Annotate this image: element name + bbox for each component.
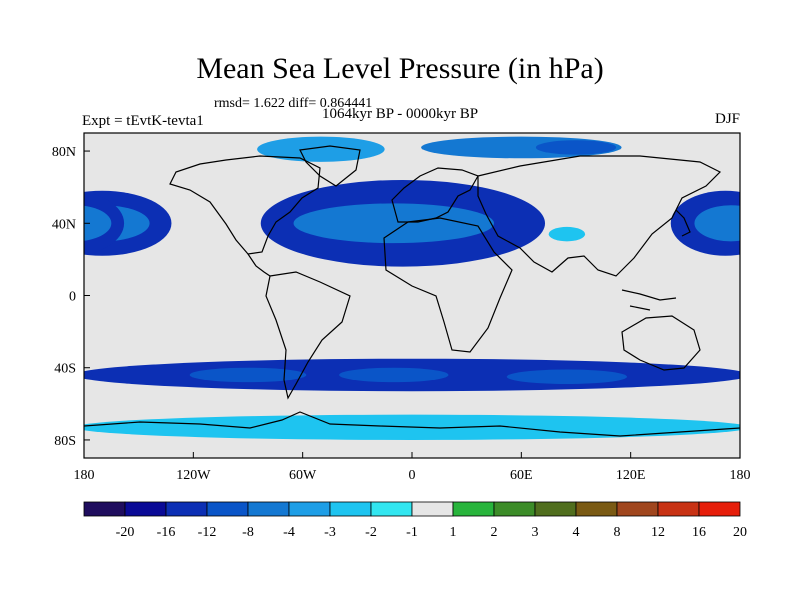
colorbar-swatch — [370, 501, 413, 517]
x-axis: 180 120W 60W 0 60E 120E 180 — [74, 452, 751, 483]
coastlines — [83, 145, 741, 437]
anomaly-tibet-low — [548, 226, 586, 242]
colorbar-swatch — [247, 501, 290, 517]
colorbar-label: -12 — [198, 525, 217, 540]
colorbar-swatch — [452, 501, 495, 517]
colorbar: -20 -16 -12 -8 -4 -3 -2 -1 1 2 3 4 8 12 16 20 — [83, 501, 747, 540]
anomaly-north-atlantic-europe-core — [293, 203, 494, 244]
x-tick-label: 120E — [616, 468, 646, 483]
x-tick-label: 180 — [730, 468, 751, 483]
colorbar-swatch — [206, 501, 249, 517]
y-axis: 80N 40N 0 40S 80S — [52, 145, 90, 449]
x-tick-label: 60W — [289, 468, 317, 483]
anomaly-south-atlantic-core — [339, 367, 449, 383]
colorbar-label: 12 — [651, 525, 665, 540]
colorbar-swatch — [616, 501, 659, 517]
colorbar-label: 4 — [573, 525, 580, 540]
x-tick-label: 60E — [510, 468, 533, 483]
colorbar-label: -20 — [116, 525, 135, 540]
coastline-japan — [675, 209, 691, 237]
anomaly-south-pacific-core — [189, 367, 307, 383]
colorbar-swatch — [411, 501, 454, 517]
coastline-antarctica — [83, 411, 741, 437]
colorbar-swatch — [575, 501, 618, 517]
season-label: DJF — [714, 111, 740, 127]
coastline-greenland — [299, 145, 361, 187]
colorbar-label: -4 — [283, 525, 295, 540]
colorbar-swatch — [534, 501, 577, 517]
rmsd-diff-label: rmsd= 1.622 diff= 0.864441 — [214, 96, 373, 111]
colorbar-swatch — [493, 501, 536, 517]
colorbar-label: -1 — [406, 525, 418, 540]
anomaly-arctic-low-west — [257, 136, 385, 162]
colorbar-label: -16 — [157, 525, 176, 540]
coastline-asia — [477, 155, 722, 277]
colorbar-label: -2 — [365, 525, 377, 540]
anomaly-west-pacific-core-wrap — [84, 205, 112, 241]
y-tick-label: 40N — [52, 217, 76, 232]
colorbar-label: 3 — [532, 525, 539, 540]
anomaly-siberia-low — [535, 140, 617, 155]
period-label: 1064kyr BP - 0000kyr BP — [322, 106, 479, 122]
anomaly-southern-ocean-low-wrap — [84, 424, 94, 431]
y-tick-label: 0 — [69, 290, 76, 305]
coastline-north-america — [169, 155, 321, 255]
colorbar-swatch — [698, 501, 741, 517]
colorbar-label: -8 — [242, 525, 254, 540]
colorbar-label: 8 — [614, 525, 621, 540]
colorbar-swatch — [657, 501, 700, 517]
colorbar-swatch — [165, 501, 208, 517]
colorbar-label: 20 — [733, 525, 747, 540]
coastline-australia — [621, 315, 701, 371]
y-tick-label: 80N — [52, 145, 76, 160]
y-tick-label: 80S — [54, 434, 76, 449]
coastline-central-america — [247, 253, 271, 277]
colorbar-swatch — [288, 501, 331, 517]
chart-title: Mean Sea Level Pressure (in hPa) — [196, 52, 604, 85]
x-tick-label: 0 — [409, 468, 416, 483]
colorbar-label: 1 — [450, 525, 457, 540]
colorbar-swatch — [124, 501, 167, 517]
y-tick-label: 40S — [54, 362, 76, 377]
x-tick-label: 180 — [74, 468, 95, 483]
coastline-maritime — [621, 289, 677, 311]
experiment-label: Expt = tEvtK-tevta1 — [82, 113, 204, 129]
colorbar-swatch — [329, 501, 372, 517]
x-tick-label: 120W — [176, 468, 211, 483]
anomaly-indian-ocean-core — [506, 369, 628, 384]
coastline-south-america — [265, 271, 351, 400]
anomaly-southern-high-belt-wrap — [84, 371, 94, 379]
anomaly-west-pacific-core — [694, 205, 740, 242]
colorbar-label: 2 — [491, 525, 498, 540]
colorbar-label: -3 — [324, 525, 336, 540]
colorbar-swatch — [83, 501, 126, 517]
coastline-africa — [383, 217, 513, 353]
colorbar-label: 16 — [692, 525, 706, 540]
